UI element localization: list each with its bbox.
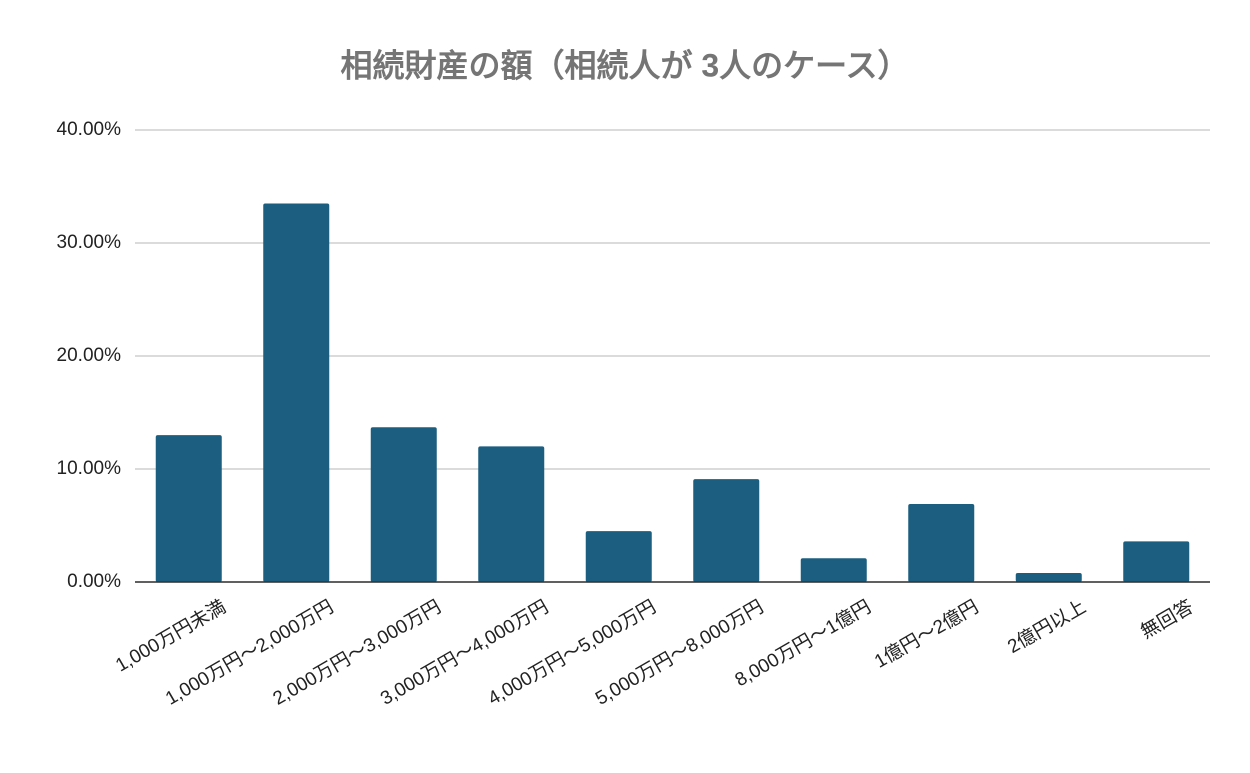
x-tick-label: 1億円～2億円 xyxy=(871,596,983,673)
y-tick-label: 20.00% xyxy=(57,345,122,366)
y-tick-label: 0.00% xyxy=(67,571,121,592)
bar xyxy=(263,203,330,582)
chart-title: 相続財産の額（相続人が 3人のケース） xyxy=(340,47,909,83)
bar xyxy=(1015,572,1082,582)
bar xyxy=(908,504,975,582)
x-tick-label: 無回答 xyxy=(1137,596,1197,644)
y-tick-label: 30.00% xyxy=(57,232,122,253)
bar xyxy=(155,435,222,582)
bar xyxy=(370,427,437,582)
y-tick-label: 40.00% xyxy=(57,119,122,140)
bar xyxy=(585,531,652,582)
bar xyxy=(478,446,545,582)
x-tick-label: 2億円以上 xyxy=(1004,596,1090,658)
bar xyxy=(800,558,867,582)
bar xyxy=(1123,541,1190,582)
bar xyxy=(693,479,760,582)
y-tick-label: 10.00% xyxy=(57,458,122,479)
